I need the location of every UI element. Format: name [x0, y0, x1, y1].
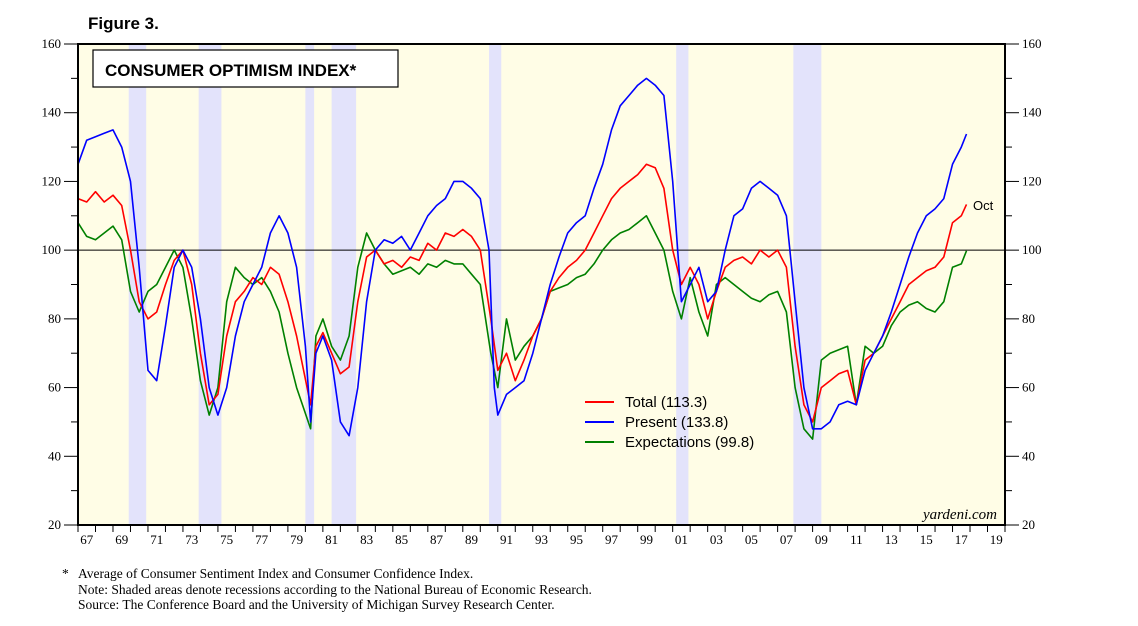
x-tick-label: 17	[955, 532, 969, 547]
x-tick-label: 15	[920, 532, 933, 547]
y-tick-label-right: 40	[1022, 448, 1035, 463]
title-box	[92, 49, 399, 88]
x-tick-label: 11	[850, 532, 863, 547]
y-tick-label-right: 120	[1022, 173, 1042, 188]
x-tick-label: 69	[115, 532, 128, 547]
y-tick-label-left: 80	[48, 311, 61, 326]
x-tick-label: 97	[605, 532, 619, 547]
recession-band	[331, 44, 357, 525]
footnote-note: Note: Shaded areas denote recessions acc…	[78, 581, 592, 597]
x-tick-label: 93	[535, 532, 548, 547]
x-tick-label: 87	[430, 532, 444, 547]
recession-band	[793, 44, 822, 525]
y-tick-label-left: 140	[42, 105, 62, 120]
footnote-star: *	[62, 566, 69, 581]
y-tick-label-left: 60	[48, 380, 61, 395]
x-tick-label: 67	[80, 532, 94, 547]
end-annotation: Oct	[973, 198, 994, 213]
y-tick-label-right: 140	[1022, 105, 1042, 120]
y-tick-label-left: 120	[42, 173, 62, 188]
x-tick-label: 99	[640, 532, 653, 547]
footnote-definition: Average of Consumer Sentiment Index and …	[78, 566, 474, 581]
x-tick-label: 95	[570, 532, 583, 547]
x-tick-label: 83	[360, 532, 373, 547]
x-tick-label: 01	[675, 532, 688, 547]
x-tick-label: 19	[990, 532, 1003, 547]
x-tick-label: 07	[780, 532, 794, 547]
figure-label: Figure 3.	[88, 14, 159, 33]
plot-background	[78, 44, 1005, 525]
x-tick-label: 85	[395, 532, 408, 547]
legend-label-present: Present (133.8)	[625, 414, 728, 431]
y-tick-label-left: 20	[48, 517, 61, 532]
x-tick-label: 89	[465, 532, 478, 547]
y-axis: 20 20 40 40 60 60 80 80 100 100 120 120 140 140 160 160	[42, 36, 1042, 532]
recession-band	[305, 44, 315, 525]
recession-band	[198, 44, 222, 525]
y-tick-label-left: 100	[42, 242, 62, 257]
x-tick-label: 81	[325, 532, 338, 547]
x-tick-label: 05	[745, 532, 758, 547]
x-tick-label: 91	[500, 532, 513, 547]
series-line-expectations	[77, 215, 968, 440]
y-tick-label-right: 100	[1022, 242, 1042, 257]
x-tick-label: 73	[185, 532, 198, 547]
recession-band	[489, 44, 502, 525]
x-tick-label: 03	[710, 532, 723, 547]
legend-label-expectations: Expectations (99.8)	[625, 434, 754, 451]
x-tick-label: 79	[290, 532, 303, 547]
series-lines	[77, 77, 968, 440]
recession-band	[676, 44, 689, 525]
y-tick-label-right: 160	[1022, 36, 1042, 51]
x-tick-label: 71	[150, 532, 163, 547]
x-tick-label: 09	[815, 532, 828, 547]
footnote-source: Source: The Conference Board and the Uni…	[78, 597, 555, 612]
x-tick-label: 75	[220, 532, 233, 547]
series-line-present	[77, 77, 968, 437]
recession-shading	[128, 44, 822, 525]
x-tick-label: 13	[885, 532, 898, 547]
x-tick-label: 77	[255, 532, 269, 547]
chart-title: CONSUMER OPTIMISM INDEX*	[105, 61, 357, 80]
footnotes: * Average of Consumer Sentiment Index an…	[62, 566, 592, 613]
watermark: yardeni.com	[921, 507, 997, 523]
y-tick-label-right: 20	[1022, 517, 1035, 532]
y-tick-label-left: 160	[42, 36, 62, 51]
y-tick-label-right: 80	[1022, 311, 1035, 326]
legend-label-total: Total (113.3)	[625, 394, 707, 411]
series-line-total	[77, 163, 968, 423]
y-tick-label-left: 40	[48, 448, 61, 463]
legend: Total (113.3) Present (133.8) Expectations…	[585, 394, 754, 451]
x-axis: 67 69 71 73 75 77 79 81 83 85 87 89 91 93 95 97 99 01 03 05…	[77, 525, 1006, 547]
y-tick-label-right: 60	[1022, 380, 1035, 395]
recession-band	[128, 44, 147, 525]
